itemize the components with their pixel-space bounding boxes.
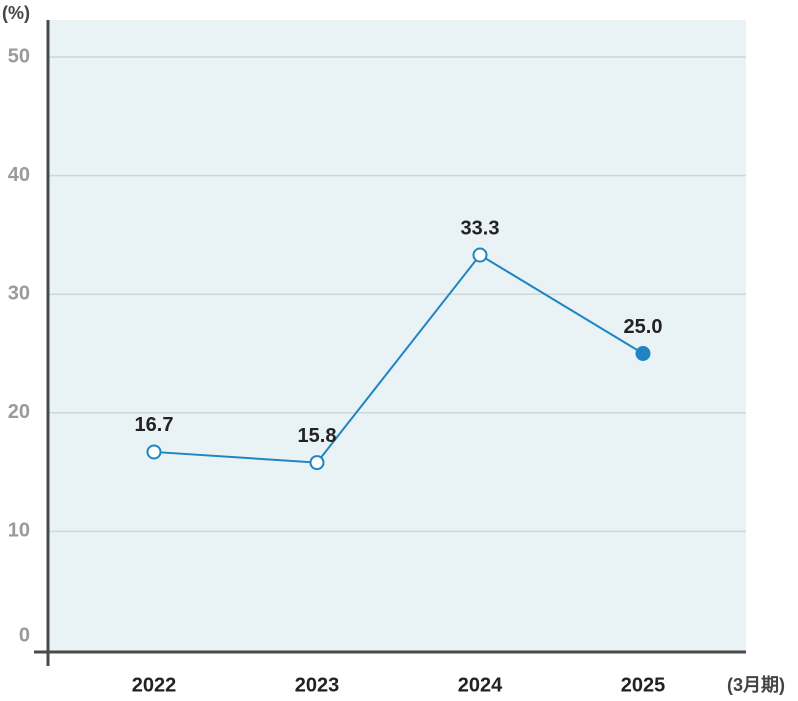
y-tick-label: 50 [8,45,30,67]
x-tick-label: 2022 [132,674,177,696]
value-label: 25.0 [624,316,663,338]
y-tick-label: 0 [19,624,30,646]
x-tick-label: 2023 [295,674,340,696]
y-unit-label: (%) [2,3,30,23]
line [153,253,644,464]
value-label: 15.8 [298,425,337,447]
point [309,455,325,471]
value-label: 33.3 [461,217,500,239]
plot-background [48,20,746,652]
value-label: 16.7 [135,414,174,436]
y-tick-label: 40 [8,164,30,186]
y-tick-label: 10 [8,520,30,542]
x-unit-label: (3月期) [727,675,785,695]
x-tick-label: 2025 [621,674,666,696]
point [472,247,488,263]
y-tick-label: 30 [8,282,30,304]
x-tick-label: 2024 [458,674,503,696]
y-tick-label: 20 [8,401,30,423]
point [635,346,651,361]
point [146,444,162,460]
